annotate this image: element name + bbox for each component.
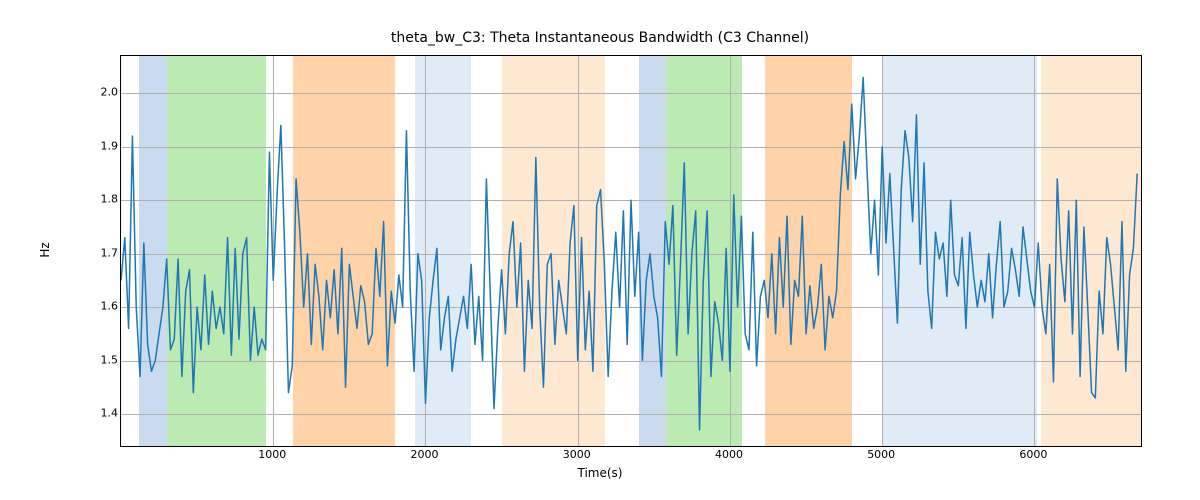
x-tick-label: 6000: [1019, 448, 1047, 461]
x-axis-label: Time(s): [0, 466, 1200, 480]
y-tick-label: 1.9: [101, 139, 119, 152]
x-tick-label: 5000: [867, 448, 895, 461]
y-tick-label: 1.7: [101, 246, 119, 259]
y-tick-label: 1.4: [101, 406, 119, 419]
chart-title: theta_bw_C3: Theta Instantaneous Bandwid…: [0, 30, 1200, 46]
x-tick-label: 4000: [715, 448, 743, 461]
y-tick-label: 1.5: [101, 353, 119, 366]
y-tick-label: 2.0: [101, 86, 119, 99]
y-tick-label: 1.6: [101, 300, 119, 313]
x-tick-label: 1000: [258, 448, 286, 461]
y-axis-label: Hz: [38, 242, 52, 257]
x-tick-label: 2000: [410, 448, 438, 461]
x-tick-label: 3000: [563, 448, 591, 461]
figure: theta_bw_C3: Theta Instantaneous Bandwid…: [0, 0, 1200, 500]
line-series: [121, 56, 1141, 446]
plot-area: [120, 55, 1142, 447]
data-line: [121, 77, 1137, 430]
y-tick-label: 1.8: [101, 193, 119, 206]
